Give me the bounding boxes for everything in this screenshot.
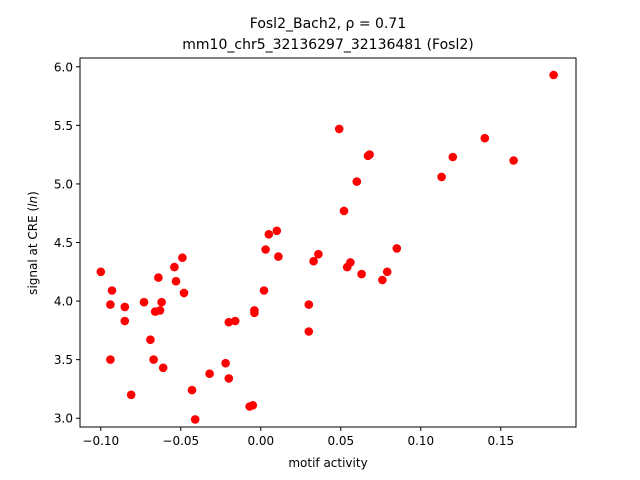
data-point (171, 276, 181, 286)
y-tick-label: 3.5 (54, 353, 73, 367)
data-point (309, 256, 318, 266)
data-point (96, 267, 106, 277)
chart-title-line1: Fosl2_Bach2, ρ = 0.71 (250, 16, 406, 32)
data-point (509, 156, 518, 165)
y-tick-label: 4.0 (54, 295, 73, 309)
data-point (221, 358, 230, 368)
data-point (179, 288, 189, 298)
x-tick-label: 0.05 (327, 434, 354, 448)
y-tick-label: 6.0 (54, 60, 73, 74)
data-point (187, 385, 197, 395)
data-point (480, 133, 490, 143)
data-point (157, 297, 166, 307)
data-point (392, 244, 402, 253)
y-tick-label: 5.5 (54, 119, 73, 133)
data-point (261, 245, 270, 254)
data-point (146, 335, 155, 345)
data-point (448, 152, 458, 162)
data-point (120, 316, 130, 326)
data-point (264, 230, 274, 239)
data-point (365, 150, 374, 159)
data-point (314, 249, 323, 259)
plot-area-frame (79, 57, 577, 428)
y-tick-label: 5.0 (54, 177, 73, 191)
data-point (357, 269, 366, 279)
data-point (120, 302, 130, 312)
data-point (304, 327, 314, 336)
data-point (178, 253, 187, 262)
x-tick-label: −0.05 (162, 434, 199, 448)
data-point (224, 374, 234, 383)
data-point (304, 300, 314, 309)
data-point (158, 363, 168, 373)
y-tick-label: 4.5 (54, 236, 73, 250)
y-axis-ticks: 3.0 3.5 4.0 4.5 5.0 5.5 6.0 (54, 60, 80, 426)
data-point (378, 275, 387, 285)
data-point (549, 70, 558, 80)
chart-title-line2: mm10_chr5_32136297_32136481 (Fosl2) (182, 37, 473, 53)
data-point (170, 262, 179, 272)
data-point (224, 317, 234, 327)
data-point (248, 401, 258, 410)
y-axis-label: signal at CRE (ln) (26, 191, 40, 295)
x-tick-label: −0.10 (82, 434, 119, 448)
data-point (205, 369, 214, 379)
data-point (437, 172, 446, 182)
data-point (126, 390, 136, 400)
data-point (272, 226, 282, 236)
data-point (382, 267, 392, 277)
data-point (274, 252, 283, 261)
data-point (352, 177, 362, 186)
data-point (107, 286, 117, 295)
data-point (259, 286, 269, 295)
data-points (96, 70, 558, 424)
data-point (334, 124, 344, 134)
y-tick-label: 3.0 (54, 412, 73, 426)
data-point (139, 297, 149, 307)
data-point (190, 415, 200, 424)
x-tick-label: 0.00 (247, 434, 274, 448)
data-point (339, 206, 349, 216)
data-point (106, 300, 115, 309)
x-tick-label: 0.10 (407, 434, 434, 448)
x-axis-ticks: −0.10 −0.05 0.00 0.05 0.10 0.15 (82, 427, 514, 448)
data-point (346, 258, 355, 267)
x-tick-label: 0.15 (487, 434, 514, 448)
data-point (155, 306, 165, 315)
data-point (154, 273, 163, 282)
data-point (106, 355, 115, 364)
data-point (149, 355, 158, 364)
data-point (250, 308, 259, 318)
x-axis-label: motif activity (288, 456, 367, 470)
data-point (230, 316, 240, 326)
